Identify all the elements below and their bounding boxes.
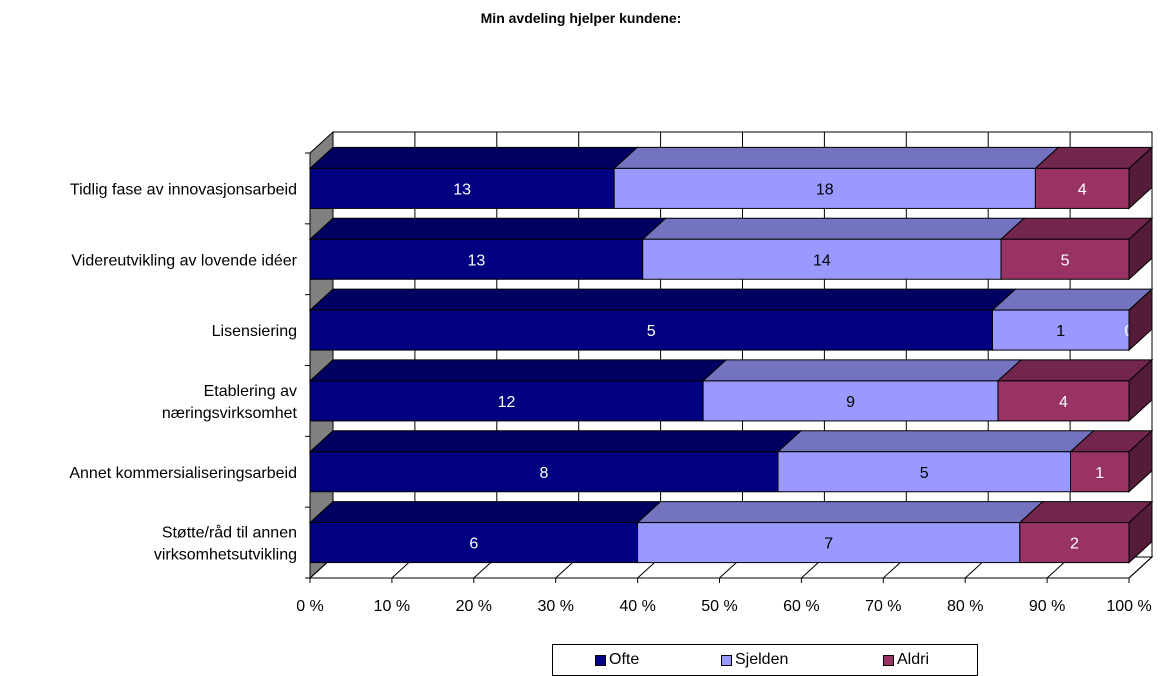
y-category-label: Støtte/råd til annen — [162, 524, 297, 542]
data-label-aldri: 4 — [1078, 181, 1087, 198]
legend-label-aldri: Aldri — [897, 651, 930, 668]
bar-top-ofte — [308, 359, 728, 382]
bar-top-aldri — [996, 359, 1154, 382]
legend-item-ofte: Ofte — [595, 651, 639, 669]
data-label-aldri: 2 — [1070, 536, 1079, 553]
data-label-aldri: 4 — [1059, 394, 1068, 411]
y-category-label: Annet kommersialiseringsarbeid — [69, 465, 297, 482]
data-label-sjelden: 7 — [824, 536, 833, 553]
bar-aldri — [1070, 451, 1130, 493]
x-tick-label: 30 % — [537, 598, 573, 615]
data-label-ofte: 5 — [647, 323, 656, 340]
data-label-ofte: 8 — [540, 465, 549, 482]
chart-title: Min avdeling hjelper kundene: — [480, 10, 682, 26]
y-category-label: Etablering av — [204, 383, 297, 400]
bar-end-face — [1128, 217, 1153, 281]
y-category-label: virksomhetsutvikling — [154, 547, 297, 564]
x-tick-label: 80 % — [947, 598, 983, 615]
x-tick-label: 50 % — [701, 598, 737, 615]
bar-sjelden — [777, 451, 1071, 493]
data-label-sjelden: 9 — [846, 394, 855, 411]
bar-ofte — [309, 238, 644, 280]
bar-sjelden — [702, 380, 999, 422]
x-tick-label: 0 % — [296, 598, 324, 615]
bar-top-ofte — [308, 217, 668, 240]
data-label-sjelden: 14 — [813, 252, 831, 269]
legend-item-aldri: Aldri — [883, 651, 929, 669]
x-tick-label: 40 % — [619, 598, 655, 615]
legend-label-ofte: Ofte — [609, 651, 640, 668]
x-tick-label: 60 % — [783, 598, 819, 615]
x-tick-label: 100 % — [1106, 598, 1151, 615]
bar-top-sjelden — [636, 501, 1045, 524]
data-label-sjelden: 5 — [920, 465, 929, 482]
bar-top-ofte — [308, 146, 639, 169]
bar-top-sjelden — [991, 288, 1154, 311]
legend-swatch-ofte — [595, 654, 606, 666]
bar-aldri — [1019, 522, 1130, 564]
bar-ofte — [309, 309, 993, 351]
bar-top-sjelden — [701, 359, 1023, 382]
x-tick-label: 20 % — [456, 598, 492, 615]
bar-aldri — [997, 380, 1130, 422]
bar-sjelden — [613, 167, 1036, 209]
data-label-sjelden: 18 — [816, 181, 834, 198]
bar-sjelden — [642, 238, 1002, 280]
legend-swatch-aldri — [883, 654, 894, 666]
bar-ofte — [309, 451, 779, 493]
bar-end-face — [1128, 287, 1153, 352]
bar-end-face — [1128, 358, 1153, 423]
legend-swatch-sjelden — [721, 654, 732, 666]
legend: Ofte Sjelden Aldri — [552, 644, 978, 676]
bar-ofte — [309, 167, 615, 209]
bar-end-face — [1128, 429, 1153, 493]
bar-aldri — [1034, 167, 1130, 209]
data-label-ofte: 12 — [498, 394, 516, 411]
plot-floor — [308, 556, 1154, 579]
x-tick-label: 10 % — [374, 598, 410, 615]
bar-top-ofte — [308, 501, 662, 524]
data-label-ofte: 13 — [467, 252, 485, 269]
bar-top-sjelden — [641, 217, 1026, 240]
bar-ofte — [309, 522, 639, 564]
bar-top-aldri — [999, 217, 1154, 240]
bar-sjelden — [992, 309, 1130, 351]
bar-top-sjelden — [776, 430, 1095, 453]
bar-end-face — [1128, 146, 1153, 210]
bar-sjelden — [637, 522, 1021, 564]
data-label-sjelden: 1 — [1056, 323, 1065, 340]
data-label-aldri: 5 — [1061, 252, 1070, 269]
bar-top-ofte — [308, 288, 1017, 311]
bar-top-sjelden — [612, 146, 1060, 169]
legend-item-sjelden: Sjelden — [721, 651, 788, 669]
y-category-label: Tidlig fase av innovasjonsarbeid — [70, 181, 297, 198]
legend-label-sjelden: Sjelden — [735, 651, 789, 668]
bar-aldri — [1000, 238, 1130, 280]
data-label-ofte: 6 — [469, 536, 478, 553]
y-category-label: Videreutvikling av lovende idéer — [71, 252, 297, 269]
x-tick-label: 90 % — [1029, 598, 1065, 615]
bar-end-face — [1128, 500, 1153, 564]
data-label-aldri: 1 — [1095, 465, 1104, 482]
bar-top-ofte — [308, 430, 803, 453]
x-tick-label: 70 % — [865, 598, 901, 615]
y-category-label: Lisensiering — [212, 323, 297, 340]
bar-ofte — [309, 380, 704, 422]
y-category-label: næringsvirksomhet — [162, 405, 298, 422]
data-label-ofte: 13 — [453, 181, 471, 198]
